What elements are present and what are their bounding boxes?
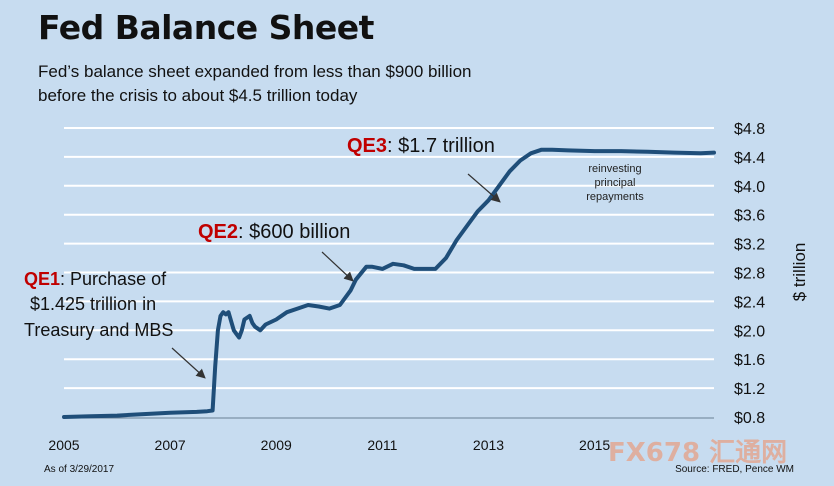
reinvest-note-line: repayments bbox=[586, 191, 644, 203]
subtitle-line-1: Fed’s balance sheet expanded from less t… bbox=[38, 62, 472, 81]
chart-title: Fed Balance Sheet bbox=[38, 8, 374, 47]
x-tick-label: 2015 bbox=[579, 437, 610, 453]
qe1-line-3: Treasury and MBS bbox=[24, 320, 173, 340]
source-note: Source: FRED, Pence WM bbox=[675, 464, 794, 475]
y-tick-label: $4.8 bbox=[734, 121, 765, 138]
y-axis-label: $ trillion bbox=[790, 243, 809, 302]
qe2-arrow bbox=[321, 251, 354, 282]
qe3-arrow bbox=[467, 173, 501, 203]
qe1-arrow bbox=[171, 347, 206, 379]
reinvest-note-line: principal bbox=[595, 177, 636, 189]
reinvest-note-line: reinvesting bbox=[588, 163, 641, 175]
watermark-logo: FX678 汇通网 bbox=[608, 438, 788, 468]
y-tick-label: $1.2 bbox=[734, 381, 765, 398]
y-tick-label: $3.2 bbox=[734, 237, 765, 254]
qe1-line-2: $1.425 trillion in bbox=[30, 294, 156, 314]
x-tick-label: 2005 bbox=[48, 437, 79, 453]
y-tick-label: $4.0 bbox=[734, 179, 765, 196]
series-line bbox=[62, 147, 716, 419]
as-of-date: As of 3/29/2017 bbox=[44, 464, 115, 475]
qe3-label: QE3: $1.7 trillion bbox=[347, 135, 495, 157]
subtitle-line-2: before the crisis to about $4.5 trillion… bbox=[38, 86, 358, 105]
y-tick-label: $1.6 bbox=[734, 352, 765, 369]
y-tick-label: $2.0 bbox=[734, 323, 765, 340]
y-tick-label: $2.8 bbox=[734, 266, 765, 283]
x-tick-label: 2007 bbox=[155, 437, 186, 453]
x-tick-label: 2013 bbox=[473, 437, 504, 453]
y-tick-label: $3.6 bbox=[734, 208, 765, 225]
chart-subtitle: Fed’s balance sheet expanded from less t… bbox=[38, 60, 471, 108]
y-tick-label: $2.4 bbox=[734, 294, 765, 311]
y-tick-label: $4.4 bbox=[734, 150, 765, 167]
qe1-label: QE1: Purchase of bbox=[24, 269, 167, 289]
qe2-label: QE2: $600 billion bbox=[198, 221, 350, 243]
y-tick-label: $0.8 bbox=[734, 410, 765, 427]
x-tick-label: 2011 bbox=[367, 437, 397, 453]
x-tick-label: 2009 bbox=[261, 437, 292, 453]
